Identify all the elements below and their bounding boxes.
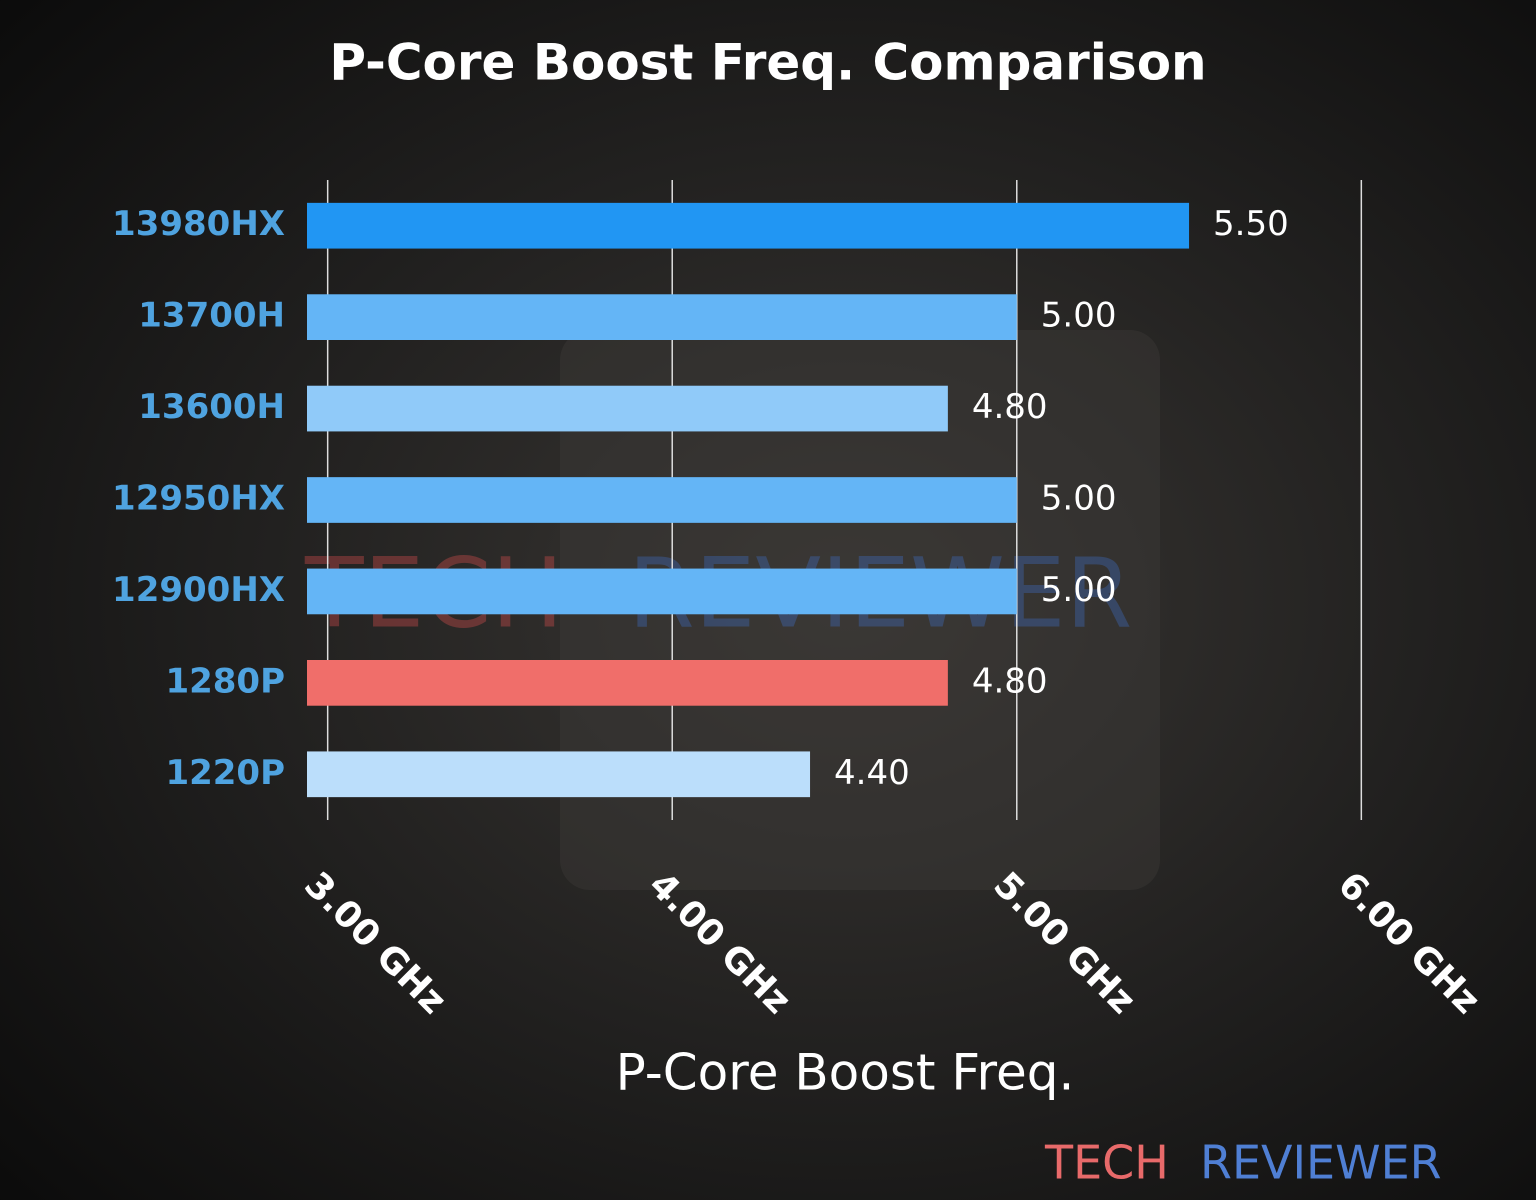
bar — [307, 568, 1017, 615]
y-tick-label: 13980HX — [112, 204, 285, 244]
chart-title: P-Core Boost Freq. Comparison — [329, 34, 1206, 92]
bar — [307, 294, 1017, 340]
y-tick-label: 13700H — [138, 296, 285, 336]
value-label: 5.00 — [1041, 570, 1117, 610]
value-label: 4.40 — [834, 753, 910, 793]
bar — [307, 385, 948, 432]
value-label: 5.50 — [1213, 204, 1289, 244]
x-axis-label: P-Core Boost Freq. — [616, 1044, 1075, 1102]
y-tick-label: 12950HX — [112, 479, 285, 519]
value-label: 5.00 — [1041, 296, 1117, 336]
value-label: 5.00 — [1041, 479, 1117, 519]
value-label: 4.80 — [972, 387, 1048, 427]
y-tick-label: 13600H — [138, 387, 285, 427]
watermark-text: REVIEWER — [1200, 1136, 1442, 1190]
y-tick-label: 1220P — [165, 753, 285, 793]
y-tick-label: 12900HX — [112, 570, 285, 610]
bar — [307, 202, 1190, 249]
value-label: 4.80 — [972, 661, 1048, 701]
bar — [307, 660, 948, 706]
bar — [307, 477, 1017, 523]
watermark-text: TECH — [1044, 1136, 1169, 1190]
y-tick-label: 1280P — [165, 661, 285, 701]
bar — [307, 751, 811, 798]
